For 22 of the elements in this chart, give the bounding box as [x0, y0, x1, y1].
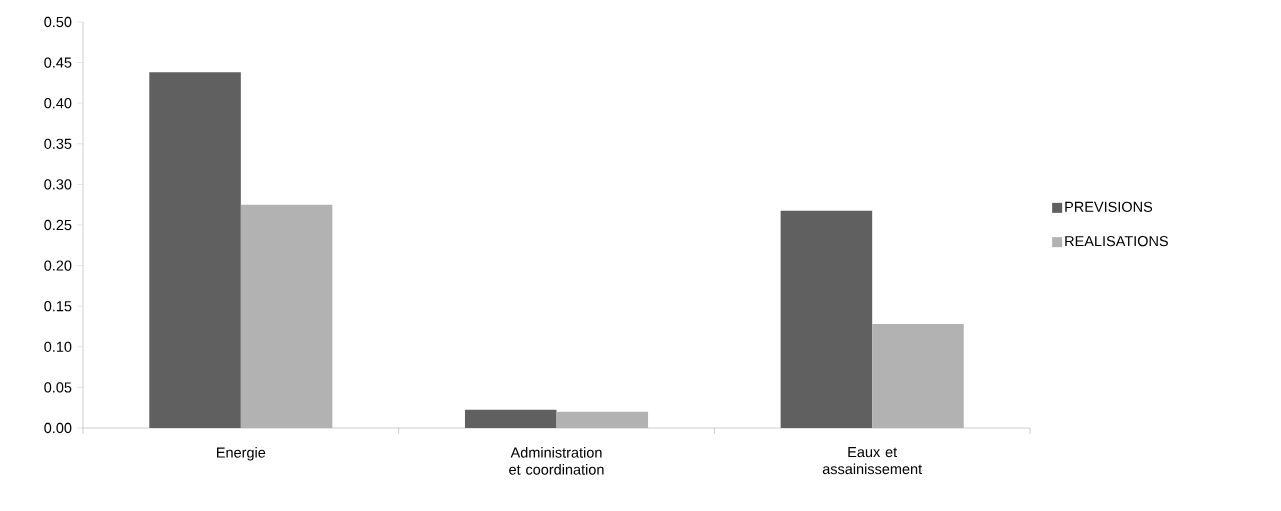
y-tick-label: 0.35 [44, 138, 72, 149]
x-tick-label: Energie [217, 447, 266, 461]
bar [149, 72, 241, 428]
y-tick-label: 0.45 [44, 57, 72, 68]
legend-label: PREVISIONS [1065, 201, 1153, 212]
y-tick-label: 0.00 [44, 422, 72, 434]
bar [872, 324, 964, 428]
bar [464, 409, 557, 428]
y-tick-label: 0.40 [44, 98, 72, 109]
x-tick-label: Eaux et assainissement [822, 447, 923, 475]
bar [556, 411, 649, 428]
y-tick-label: 0.15 [44, 301, 72, 312]
y-tick-label: 0.50 [44, 16, 72, 28]
bar [780, 210, 873, 428]
y-tick-label: 0.25 [44, 219, 72, 231]
y-tick-label: 0.05 [44, 382, 72, 393]
y-tick-label: 0.10 [44, 341, 72, 352]
y-tick-label: 0.30 [44, 179, 72, 190]
legend-label: REALISATIONS [1065, 235, 1168, 247]
x-tick-label: Administration et coordination [509, 447, 604, 475]
bar [240, 204, 333, 428]
y-tick-label: 0.20 [44, 260, 72, 271]
